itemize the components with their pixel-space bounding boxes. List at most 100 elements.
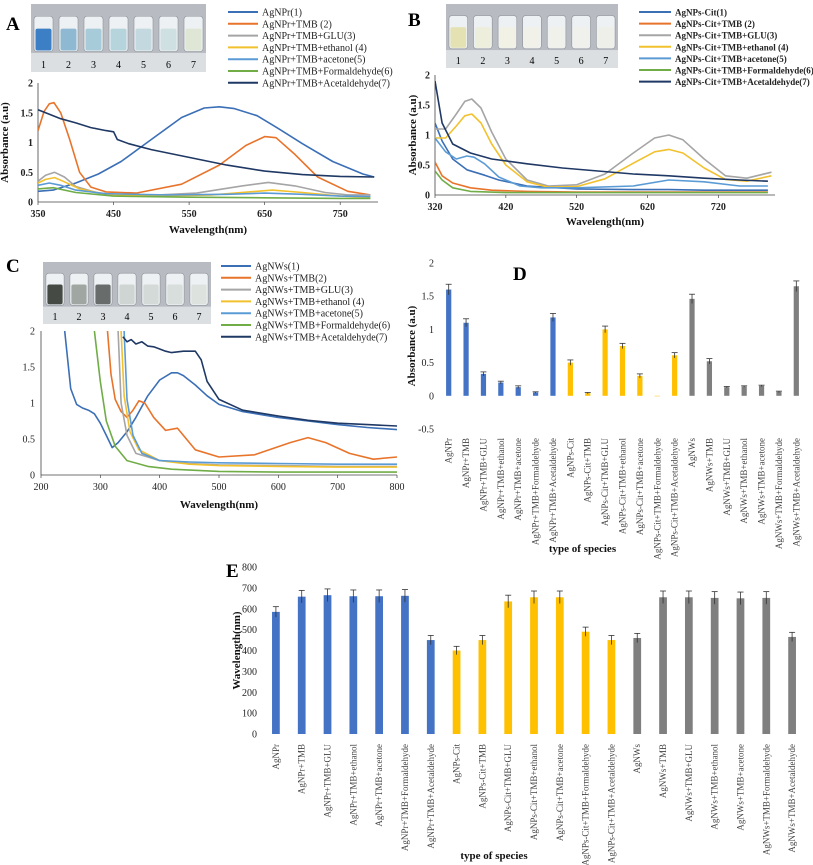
bar-11 — [530, 597, 538, 734]
x-tick-label: 500 — [212, 482, 227, 493]
series-group — [63, 331, 398, 473]
legend-entry: AgNWs+TMB+Formaldehyde(6) — [255, 321, 390, 332]
bar-3 — [480, 373, 487, 396]
bar-13 — [654, 395, 660, 397]
bar-13 — [581, 631, 590, 734]
bar-8 — [452, 650, 461, 734]
vial-liquid — [143, 284, 159, 305]
category-label: AgNPr+TMB — [461, 438, 471, 488]
series-line-2 — [106, 331, 398, 460]
bar-16 — [706, 361, 713, 396]
y-tick-label: 2 — [28, 79, 33, 90]
y-tick-label: 1.5 — [21, 108, 34, 119]
vial-liquid — [573, 27, 589, 48]
bar-18 — [741, 386, 747, 396]
x-tick-label: 800 — [390, 482, 405, 493]
category-label: AgNPs-Cit+TMB+ethanol — [618, 438, 628, 535]
vial-number-label: 3 — [91, 60, 96, 71]
y-tick-label: 700 — [242, 583, 257, 594]
series-line-5 — [123, 331, 397, 465]
vial-number-label: 4 — [125, 312, 130, 323]
category-label: AgNPs-Cit+TMB — [583, 438, 593, 503]
vial-number-label: 6 — [173, 312, 178, 323]
bar-2 — [463, 322, 469, 396]
series-line-1 — [38, 106, 375, 193]
legend-entry: AgNWs(1) — [255, 262, 299, 273]
panel-letter: A — [6, 14, 20, 35]
category-label: AgNPs-Cit — [452, 744, 462, 785]
vial-liquid — [60, 28, 77, 51]
series-line-7 — [435, 80, 768, 182]
category-label: AgNWs+TMB+Formaldehyde — [761, 744, 771, 855]
legend-entry: AgNPs-Cit+TMB (2) — [675, 19, 755, 29]
legend: AgNPs-Cit(1)AgNPs-Cit+TMB (2) AgNPs-Cit+T… — [639, 8, 813, 87]
legend-entry: AgNWs+TMB+Acetaldehyde(7) — [255, 332, 387, 343]
vial-number-label: 4 — [116, 60, 121, 71]
x-tick-label: 720 — [711, 202, 726, 213]
bar-10 — [602, 329, 608, 396]
bar-9 — [478, 640, 487, 734]
vial-liquid — [597, 27, 614, 48]
vial-liquid — [191, 284, 207, 305]
series-line-2 — [38, 101, 371, 196]
series-group — [435, 80, 772, 194]
legend-entry: AgNWs+TMB+acetone(5) — [255, 309, 363, 320]
category-label: AgNWs+TMB — [658, 744, 668, 798]
legend-entry: AgNWs+TMB+GLU(3) — [255, 285, 353, 296]
series-line-3 — [435, 98, 772, 187]
y-axis-title: Wavelength(nm) — [231, 611, 243, 690]
bar-1 — [272, 611, 280, 734]
x-tick-label: 450 — [106, 209, 121, 220]
vial-number-label: 6 — [579, 56, 584, 67]
series-line-6 — [93, 331, 397, 473]
y-tick-label: 300 — [242, 667, 257, 678]
y-tick-label: 1.5 — [418, 101, 431, 112]
bar-1 — [446, 289, 452, 396]
category-label: AgNPs-Cit+TMB+acetone — [555, 744, 565, 841]
x-tick-label: 620 — [640, 202, 655, 213]
vial-photo-bench — [31, 52, 206, 72]
vial-liquid — [524, 27, 540, 48]
vial-photo-C: 1 2 3 4 5 6 7 — [43, 262, 211, 324]
y-tick-label: 1.5 — [422, 292, 435, 303]
category-label: AgNPs-Cit+TMB+acetone — [635, 438, 645, 535]
category-label: AgNPr+TMB+GLU — [323, 744, 333, 818]
category-label: AgNPr+TMB+Acetaldehyde — [548, 438, 558, 543]
x-tick-label: 550 — [182, 209, 197, 220]
x-tick-label: 650 — [257, 209, 272, 220]
bar-7 — [550, 317, 556, 396]
category-label: AgNPs-Cit+TMB+Formaldehyde — [581, 744, 591, 865]
y-axis-title: Absorbance (a.u) — [407, 94, 419, 175]
panel-letter: C — [6, 256, 20, 277]
series-line-6 — [38, 186, 371, 200]
bar-16 — [659, 597, 667, 734]
bar-5 — [375, 596, 384, 734]
bar-4 — [498, 382, 504, 396]
vial-number-label: 5 — [149, 312, 154, 323]
x-axis-title: Wavelength(nm) — [180, 499, 259, 511]
category-label: AgNPs-Cit+TMB+GLU — [503, 744, 513, 833]
y-tick-label: 0 — [425, 191, 430, 202]
category-label: AgNPr — [271, 744, 281, 770]
x-axis-title: type of species — [549, 543, 617, 555]
bar-12 — [555, 597, 564, 734]
y-tick-label: 2 — [425, 71, 430, 82]
vial-number-label: 7 — [603, 56, 608, 67]
vial-number-label: 2 — [66, 60, 71, 71]
bar-15 — [633, 637, 642, 734]
vial-liquid — [167, 284, 183, 305]
vial-number-label: 3 — [101, 312, 106, 323]
bar-21 — [793, 286, 799, 396]
category-label: AgNPr+TMB+GLU — [478, 438, 488, 512]
line-chart-A: A 0 0.5 1 1.5 2 350 450 550 650 750 Wavelength(nm) A… — [0, 8, 393, 237]
y-tick-label: 0.5 — [23, 435, 36, 446]
bar-21 — [788, 636, 796, 734]
vial-liquid — [499, 27, 516, 48]
legend-entry: AgNPs-Cit+TMB+Acetaldehyde(7) — [675, 77, 810, 87]
category-label: AgNPs-Cit+TMB — [477, 744, 487, 809]
vial-number-label: 6 — [166, 60, 171, 71]
y-tick-label: 0.5 — [422, 358, 435, 369]
category-label: AgNPs-Cit+TMB+GLU — [600, 438, 610, 527]
panel-letter: B — [408, 10, 421, 31]
category-label: AgNWs+TMB+GLU — [684, 744, 694, 822]
